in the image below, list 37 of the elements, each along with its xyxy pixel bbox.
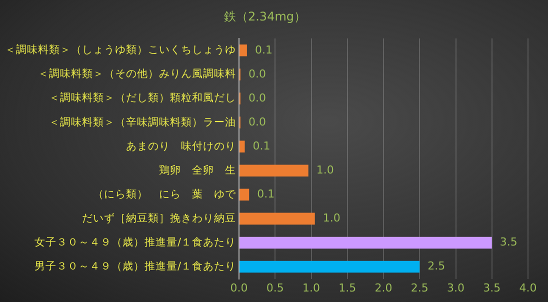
y-tick-label: ＜調味料類＞（その他）みりん風調味料 — [38, 67, 236, 80]
y-tick-label: 女子３０～４９（歳）推進量/１食あたり — [34, 235, 236, 248]
data-label: 2.5 — [428, 260, 446, 273]
x-tick-label: 4.0 — [519, 281, 537, 294]
y-tick-label: ＜調味料類＞（だし類）顆粒和風だし — [49, 91, 236, 104]
bar — [240, 188, 250, 201]
x-tick-label: 2.0 — [374, 281, 392, 294]
x-tick-label: 1.0 — [302, 281, 320, 294]
x-tick-label: 3.0 — [447, 281, 464, 294]
y-tick-label: （にら類） にら 葉 ゆで — [93, 187, 237, 200]
chart-title: 鉄（2.34mg） — [224, 9, 306, 24]
y-tick-label: ＜調味料類＞（辛味調味料類）ラー油 — [49, 115, 236, 128]
x-tick-label: 1.5 — [338, 281, 356, 294]
data-label: 0.0 — [248, 115, 266, 128]
y-tick-label: 男子３０～４９（歳）推進量/１食あたり — [34, 260, 236, 273]
data-label: 0.0 — [248, 67, 266, 80]
x-tick-label: 0.5 — [266, 281, 284, 294]
x-tick-label: 2.5 — [410, 281, 428, 294]
bar — [240, 44, 247, 56]
bar — [240, 212, 315, 225]
x-tick-label: 3.5 — [483, 281, 501, 294]
data-label: 1.0 — [322, 212, 340, 225]
data-label: 0.0 — [248, 91, 266, 104]
data-label: 0.1 — [252, 139, 270, 152]
bar — [240, 260, 420, 273]
x-tick-label: 0.0 — [230, 281, 248, 294]
y-tick-label: だいず［納豆類］挽きわり納豆 — [82, 211, 236, 224]
y-tick-label: あまのり 味付けのり — [126, 139, 236, 152]
bar — [240, 140, 245, 152]
bar — [240, 164, 308, 177]
y-tick-label: ＜調味料類＞（しょうゆ類）こいくちしょうゆ — [5, 43, 236, 56]
data-label: 0.1 — [254, 43, 272, 56]
data-label: 1.0 — [316, 163, 334, 176]
y-tick-label: 鶏卵 全卵 生 — [159, 163, 236, 176]
data-label: 0.1 — [257, 188, 275, 201]
bar — [240, 236, 492, 249]
data-label: 3.5 — [500, 236, 518, 249]
